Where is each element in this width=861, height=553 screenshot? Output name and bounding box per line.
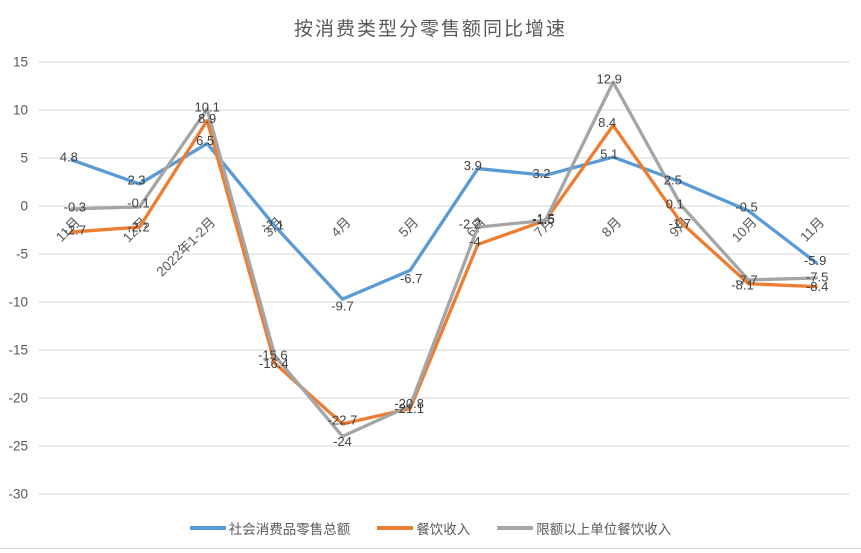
y-axis-tick-label: -10 [8, 295, 28, 310]
data-label: -15.6 [258, 347, 288, 362]
data-label: -2.1 [262, 218, 284, 233]
data-label: -0.5 [735, 199, 757, 214]
x-axis-category-label: 2022年1-2月 [154, 215, 219, 280]
data-label: 2.3 [127, 172, 145, 187]
data-label: 8.4 [598, 115, 616, 130]
data-label: -6.7 [400, 271, 422, 286]
legend-item-above-limit-catering: 限额以上单位餐饮收入 [497, 518, 671, 538]
data-label: -1.5 [532, 211, 554, 226]
series-line-0 [70, 141, 818, 301]
legend-line-swatch [497, 526, 534, 530]
y-axis-tick-label: 5 [20, 151, 28, 166]
y-axis-tick-label: -5 [16, 247, 28, 262]
legend: 社会消费品零售总额 餐饮收入 限额以上单位餐饮收入 [0, 518, 861, 538]
data-label: -2.2 [459, 217, 481, 232]
x-axis-category-label: 5月 [396, 215, 421, 240]
data-label: 12.9 [597, 72, 622, 87]
data-label: 5.1 [600, 147, 618, 162]
y-axis-tick-label: 0 [20, 199, 28, 214]
chart-title: 按消费类型分零售额同比增速 [293, 19, 567, 40]
data-label: -8.4 [806, 279, 828, 294]
data-label: 0.1 [666, 197, 684, 212]
data-label: 3.9 [464, 158, 482, 173]
x-axis-category-label: 11月 [797, 215, 827, 245]
y-axis-tick-label: -15 [8, 343, 28, 358]
data-label: 4.8 [60, 149, 78, 164]
data-label: -0.1 [127, 195, 149, 210]
x-axis-category-label: 10月 [729, 215, 760, 246]
y-axis-tick-label: -25 [8, 439, 28, 454]
data-label: -7.7 [735, 272, 757, 287]
legend-label: 社会消费品零售总额 [228, 522, 351, 537]
data-label: -21.1 [394, 401, 424, 416]
data-label: -24 [333, 434, 352, 449]
data-label: -0.3 [64, 199, 86, 214]
data-label: 10.1 [195, 100, 220, 115]
series-line-2 [70, 80, 818, 439]
y-axis-tick-label: 10 [13, 103, 28, 118]
data-label: -1.5 [532, 212, 554, 227]
data-label: -4 [469, 234, 481, 249]
legend-label: 餐饮收入 [416, 522, 471, 537]
data-label: -2.7 [64, 222, 86, 237]
data-label: -5.9 [804, 253, 826, 268]
data-label: -8.1 [731, 277, 753, 292]
data-label: 2.5 [664, 173, 682, 188]
y-axis-tick-label: 15 [13, 55, 28, 70]
legend-label: 限额以上单位餐饮收入 [536, 522, 672, 537]
data-label: -20.8 [394, 396, 424, 411]
data-label: -9.7 [331, 299, 353, 314]
x-axis-category-label: 4月 [328, 215, 353, 240]
series-line-1 [70, 118, 818, 426]
legend-item-total-retail: 社会消费品零售总额 [189, 518, 351, 538]
data-label: -7.5 [806, 270, 828, 285]
data-label: -16.4 [259, 356, 289, 371]
data-label: -22.7 [328, 412, 358, 427]
legend-item-catering-income: 餐饮收入 [377, 518, 470, 538]
chart-bottom-border [0, 548, 861, 549]
legend-line-swatch [377, 526, 414, 530]
data-label: -2.2 [127, 220, 149, 235]
data-label: -1.7 [669, 216, 691, 231]
y-axis-tick-label: -30 [8, 487, 28, 502]
data-label: 3.2 [532, 166, 550, 181]
data-label: 6.5 [196, 133, 214, 148]
legend-line-swatch [189, 526, 226, 530]
x-axis-category-label: 8月 [599, 215, 624, 240]
y-axis-tick-label: -20 [8, 391, 28, 406]
data-label: 8.9 [198, 111, 216, 126]
